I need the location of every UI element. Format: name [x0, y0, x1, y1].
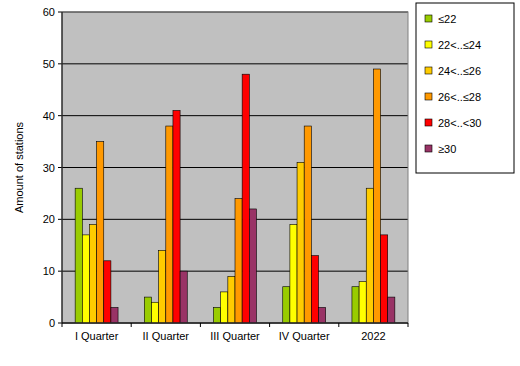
x-tick-label: II Quarter: [143, 330, 190, 342]
legend-swatch: [425, 15, 432, 22]
bar: [144, 297, 151, 323]
legend-label: 22<..≤24: [438, 39, 481, 51]
y-tick-label: 10: [43, 265, 55, 277]
y-tick: [58, 115, 62, 116]
x-tick-label: 2022: [361, 330, 385, 342]
y-tick: [58, 63, 62, 64]
x-tick-label: I Quarter: [75, 330, 119, 342]
x-tick: [269, 323, 270, 327]
y-tick-label: 30: [43, 162, 55, 174]
bar: [89, 225, 96, 323]
legend-swatch: [425, 67, 432, 74]
chart-svg: 0 10 20 30 40 50 60 I Quarter II Quarter III Quar…: [0, 0, 520, 366]
legend-swatch: [425, 119, 432, 126]
y-axis-label: Amount of stations: [13, 121, 25, 213]
bar: [173, 110, 180, 323]
bar: [290, 225, 297, 323]
y-tick-label: 20: [43, 213, 55, 225]
grid-line: [62, 115, 408, 116]
grid-line: [62, 63, 408, 64]
bar: [381, 235, 388, 323]
bar: [388, 297, 395, 323]
legend-box: [416, 3, 514, 173]
x-tick: [338, 323, 339, 327]
legend-label: 26<..≤28: [438, 91, 481, 103]
x-tick: [131, 323, 132, 327]
legend-swatch: [425, 145, 432, 152]
legend-swatch: [425, 93, 432, 100]
bar: [214, 307, 221, 323]
bar: [352, 287, 359, 323]
y-tick: [58, 271, 62, 272]
y-tick: [58, 167, 62, 168]
bar: [180, 271, 187, 323]
bar: [304, 126, 311, 323]
y-tick: [58, 12, 62, 13]
bar: [104, 261, 111, 323]
plot-frame: [62, 12, 408, 323]
grid-line: [62, 167, 408, 168]
x-tick-label: III Quarter: [210, 330, 260, 342]
legend-swatch: [425, 41, 432, 48]
bar: [366, 188, 373, 323]
x-tick: [62, 323, 63, 327]
bar: [228, 276, 235, 323]
bar: [297, 162, 304, 323]
bar: [151, 302, 158, 323]
bar: [97, 142, 104, 323]
legend-label: ≥30: [438, 143, 456, 155]
y-axis: [62, 12, 63, 323]
x-tick: [200, 323, 201, 327]
y-tick-label: 60: [43, 6, 55, 18]
chart-container: 0 10 20 30 40 50 60 I Quarter II Quarter III Quar…: [0, 0, 520, 366]
bar: [319, 307, 326, 323]
bar: [235, 199, 242, 323]
y-tick-label: 50: [43, 58, 55, 70]
bar: [242, 74, 249, 323]
y-tick-label: 40: [43, 110, 55, 122]
bar: [82, 235, 89, 323]
bars: [75, 69, 395, 323]
bar: [359, 282, 366, 323]
legend-label: 28<..<30: [438, 117, 481, 129]
bar: [311, 256, 318, 323]
legend: ≤22 22<..≤24 24<..≤26 26<..≤28 28<..<30 ≥30: [416, 3, 514, 173]
legend-label: 24<..≤26: [438, 65, 481, 77]
bar: [159, 250, 166, 323]
x-axis: [62, 323, 408, 324]
bar: [166, 126, 173, 323]
bar: [75, 188, 82, 323]
x-tick: [408, 323, 409, 327]
legend-label: ≤22: [438, 13, 456, 25]
x-tick-label: IV Quarter: [279, 330, 330, 342]
y-tick-label: 0: [49, 317, 55, 329]
bar: [373, 69, 380, 323]
y-tick: [58, 219, 62, 220]
bar: [111, 307, 118, 323]
bar: [221, 292, 228, 323]
bar: [283, 287, 290, 323]
plot-area: [62, 12, 408, 323]
grid-line: [62, 323, 408, 324]
y-tick: [58, 323, 62, 324]
bar: [249, 209, 256, 323]
